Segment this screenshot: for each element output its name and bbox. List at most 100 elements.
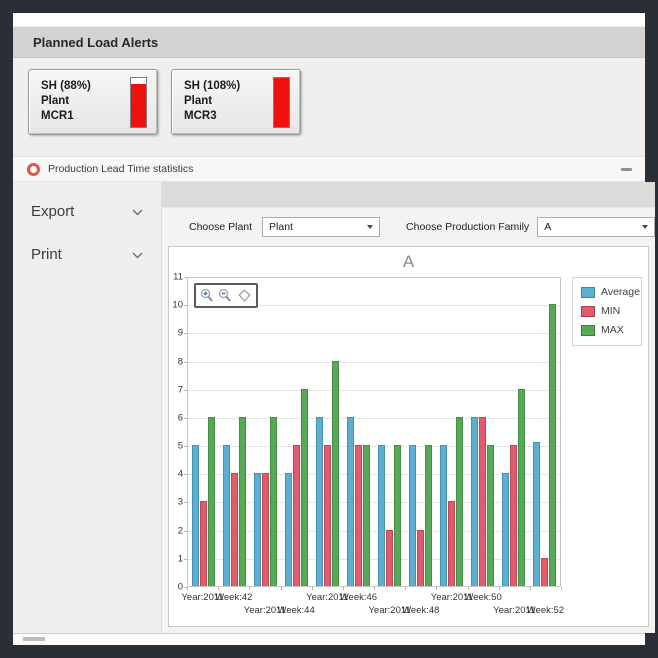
scrollbar-thumb[interactable] <box>23 637 45 641</box>
x-axis: Year:2011 Week:42 Year:2011 Week:44 Year:201… <box>181 587 564 621</box>
bar-min <box>448 501 455 586</box>
y-tick-mark <box>184 587 187 588</box>
bar-min <box>479 416 486 586</box>
minimize-button[interactable] <box>621 164 633 174</box>
family-dropdown[interactable]: A <box>537 217 656 237</box>
bar-group <box>498 278 529 586</box>
y-tick-label: 11 <box>173 271 183 283</box>
alerts-panel-header: Planned Load Alerts <box>13 27 645 58</box>
x-tick-mark <box>498 587 500 590</box>
zoom-in-icon[interactable] <box>199 288 215 304</box>
filter-row: Choose Plant Plant Choose Production Fam… <box>162 208 656 246</box>
legend-label: MIN <box>601 305 621 317</box>
bar-average <box>502 473 509 586</box>
chevron-down-icon <box>642 225 649 229</box>
bar-group <box>529 278 560 586</box>
plant-dropdown[interactable]: Plant <box>262 217 381 237</box>
bar-average <box>347 416 354 586</box>
sidebar-item-label: Export <box>31 203 75 220</box>
bar-min <box>262 473 269 586</box>
x-tick-label: Year:2011 <box>243 605 287 616</box>
family-dropdown-value: A <box>544 221 552 233</box>
bar-min <box>510 445 517 586</box>
legend-swatch <box>581 286 595 298</box>
y-tick-label: 7 <box>177 384 183 396</box>
x-tick-label: Week:44 <box>277 605 315 616</box>
y-tick-label: 3 <box>177 496 183 508</box>
y-tick-mark <box>184 361 187 363</box>
choose-family-label: Choose Production Family <box>406 221 530 233</box>
bar-min <box>293 445 300 586</box>
alert-tile-text: MCR1 <box>41 110 74 122</box>
x-tick-label: Year:2011 <box>493 605 536 616</box>
x-tick-mark <box>529 587 531 590</box>
lasso-icon[interactable] <box>236 288 253 304</box>
gridline <box>188 502 560 504</box>
legend-label: MAX <box>601 324 624 336</box>
bar-max <box>487 445 494 586</box>
bar-average <box>533 442 540 586</box>
bar-max <box>363 445 370 586</box>
x-tick-label: Year:2011 <box>306 592 349 603</box>
x-tick-label: Year:2011 <box>368 605 411 616</box>
y-tick-label: 5 <box>177 440 183 452</box>
load-gauge-fill <box>131 83 146 127</box>
bar-min <box>355 445 362 586</box>
chart-panel: A 0 1 2 3 4 5 6 7 8 9 10 11 <box>168 246 650 627</box>
stats-window: Production Lead Time statistics Export Pr… <box>13 156 656 645</box>
sidebar-item-print[interactable]: Print <box>13 233 161 276</box>
bar-min <box>231 473 238 586</box>
alert-tile[interactable]: SH (108%) Plant MCR3 <box>171 69 301 135</box>
bar-min <box>324 445 331 586</box>
alert-tile[interactable]: SH (88%) Plant MCR1 <box>28 69 158 135</box>
bar-max <box>394 445 401 586</box>
y-tick-mark <box>184 277 187 278</box>
chart-region: 0 1 2 3 4 5 6 7 8 9 10 11 <box>169 272 648 621</box>
legend-item-max: MAX <box>581 324 641 336</box>
app-logo-icon <box>27 162 40 176</box>
y-tick-mark <box>184 446 187 448</box>
bar-groups <box>188 278 560 586</box>
bar-group <box>219 278 250 586</box>
plot-area <box>187 277 561 587</box>
bar-group <box>374 278 405 586</box>
gridline <box>188 361 560 363</box>
y-tick-label: 4 <box>177 468 183 480</box>
bar-group <box>188 278 219 586</box>
legend-item-average: Average <box>581 286 641 298</box>
x-tick-mark <box>405 587 407 590</box>
plot-column: Year:2011 Week:42 Year:2011 Week:44 Year:201… <box>181 277 564 621</box>
x-tick-mark <box>561 587 562 590</box>
y-tick-mark <box>184 333 187 335</box>
stats-titlebar: Production Lead Time statistics <box>13 156 645 182</box>
x-tick-mark <box>249 587 251 590</box>
alerts-panel-body: SH (88%) Plant MCR1 SH (108%) Plant MCR3 <box>13 58 645 156</box>
alert-tile-text: SH (108%) <box>184 80 241 92</box>
x-tick-label: Week:46 <box>339 592 378 603</box>
window-top-strip <box>13 13 645 27</box>
y-tick-label: 8 <box>177 356 183 368</box>
bar-min <box>541 557 548 586</box>
y-tick-label: 9 <box>177 327 183 339</box>
gridline <box>188 417 560 419</box>
bar-max <box>518 388 525 586</box>
bar-max <box>549 304 556 586</box>
y-tick-mark <box>184 389 187 391</box>
x-tick-mark <box>218 587 220 590</box>
gridline <box>188 530 560 532</box>
bar-group <box>312 278 343 586</box>
bar-group <box>250 278 281 586</box>
bar-average <box>285 473 292 586</box>
y-tick-mark <box>184 305 187 307</box>
y-tick-label: 1 <box>177 553 183 565</box>
x-tick-label: Year:2011 <box>430 592 474 603</box>
alert-tile-text: Plant <box>41 95 70 107</box>
x-tick-mark <box>311 587 313 590</box>
bar-max <box>208 416 215 586</box>
horizontal-scrollbar <box>13 633 645 645</box>
zoom-out-icon[interactable] <box>217 288 233 304</box>
bar-average <box>471 416 478 586</box>
chevron-down-icon <box>367 225 374 229</box>
sidebar-item-export[interactable]: Export <box>13 190 161 233</box>
bar-max <box>332 360 339 586</box>
